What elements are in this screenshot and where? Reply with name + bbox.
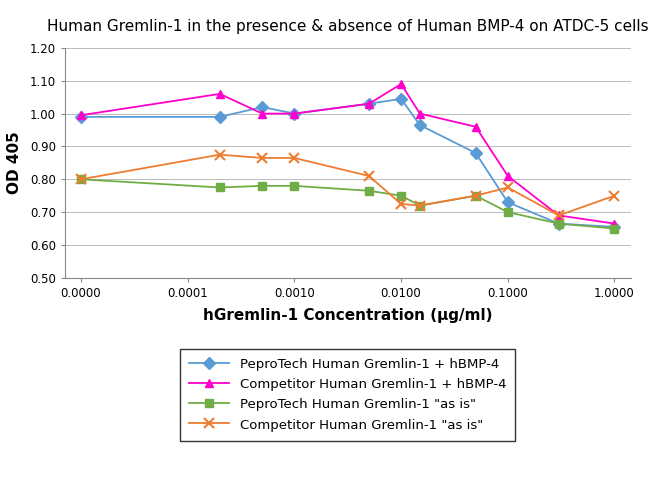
PeproTech Human Gremlin-1 + hBMP-4 [259,104,266,110]
PeproTech Human Gremlin-1 "as is" [610,226,618,231]
Competitor Human Gremlin-1 "as is" [216,152,224,158]
Competitor Human Gremlin-1 + hBMP-4 [216,91,224,97]
Competitor Human Gremlin-1 + hBMP-4 [472,124,480,130]
PeproTech Human Gremlin-1 "as is" [397,193,405,199]
PeproTech Human Gremlin-1 + hBMP-4 [472,150,480,156]
PeproTech Human Gremlin-1 + hBMP-4 [416,122,424,128]
PeproTech Human Gremlin-1 "as is" [216,184,224,190]
Competitor Human Gremlin-1 + hBMP-4 [397,81,405,87]
Competitor Human Gremlin-1 "as is" [610,193,618,199]
PeproTech Human Gremlin-1 "as is" [555,221,563,227]
Line: Competitor Human Gremlin-1 "as is": Competitor Human Gremlin-1 "as is" [76,150,619,220]
Competitor Human Gremlin-1 + hBMP-4 [259,111,266,116]
Competitor Human Gremlin-1 "as is" [504,184,512,190]
Competitor Human Gremlin-1 "as is" [555,213,563,218]
Competitor Human Gremlin-1 "as is" [259,155,266,161]
PeproTech Human Gremlin-1 + hBMP-4 [77,114,85,120]
PeproTech Human Gremlin-1 + hBMP-4 [610,224,618,230]
Legend: PeproTech Human Gremlin-1 + hBMP-4, Competitor Human Gremlin-1 + hBMP-4, PeproTe: PeproTech Human Gremlin-1 + hBMP-4, Comp… [180,349,515,441]
Competitor Human Gremlin-1 + hBMP-4 [610,221,618,227]
Competitor Human Gremlin-1 + hBMP-4 [555,213,563,218]
Competitor Human Gremlin-1 "as is" [365,173,373,179]
PeproTech Human Gremlin-1 "as is" [291,183,298,189]
Competitor Human Gremlin-1 + hBMP-4 [504,173,512,179]
PeproTech Human Gremlin-1 + hBMP-4 [291,111,298,116]
Competitor Human Gremlin-1 "as is" [416,203,424,208]
Competitor Human Gremlin-1 "as is" [397,201,405,207]
Competitor Human Gremlin-1 "as is" [291,155,298,161]
Title: Human Gremlin-1 in the presence & absence of Human BMP-4 on ATDC-5 cells: Human Gremlin-1 in the presence & absenc… [47,19,649,34]
Line: PeproTech Human Gremlin-1 + hBMP-4: PeproTech Human Gremlin-1 + hBMP-4 [77,95,619,231]
PeproTech Human Gremlin-1 + hBMP-4 [365,101,373,107]
PeproTech Human Gremlin-1 + hBMP-4 [555,221,563,227]
X-axis label: hGremlin-1 Concentration (µg/ml): hGremlin-1 Concentration (µg/ml) [203,308,493,323]
Competitor Human Gremlin-1 + hBMP-4 [365,101,373,107]
Competitor Human Gremlin-1 + hBMP-4 [77,113,85,118]
PeproTech Human Gremlin-1 "as is" [416,203,424,208]
PeproTech Human Gremlin-1 + hBMP-4 [504,199,512,205]
PeproTech Human Gremlin-1 "as is" [259,183,266,189]
Line: Competitor Human Gremlin-1 + hBMP-4: Competitor Human Gremlin-1 + hBMP-4 [77,80,619,228]
PeproTech Human Gremlin-1 + hBMP-4 [397,96,405,102]
PeproTech Human Gremlin-1 "as is" [77,176,85,182]
PeproTech Human Gremlin-1 + hBMP-4 [216,114,224,120]
Competitor Human Gremlin-1 "as is" [472,193,480,199]
Competitor Human Gremlin-1 "as is" [77,176,85,182]
PeproTech Human Gremlin-1 "as is" [365,188,373,194]
Line: PeproTech Human Gremlin-1 "as is": PeproTech Human Gremlin-1 "as is" [77,175,619,233]
Competitor Human Gremlin-1 + hBMP-4 [291,111,298,116]
Y-axis label: OD 405: OD 405 [6,131,21,194]
Competitor Human Gremlin-1 + hBMP-4 [416,111,424,116]
PeproTech Human Gremlin-1 "as is" [504,209,512,215]
PeproTech Human Gremlin-1 "as is" [472,193,480,199]
